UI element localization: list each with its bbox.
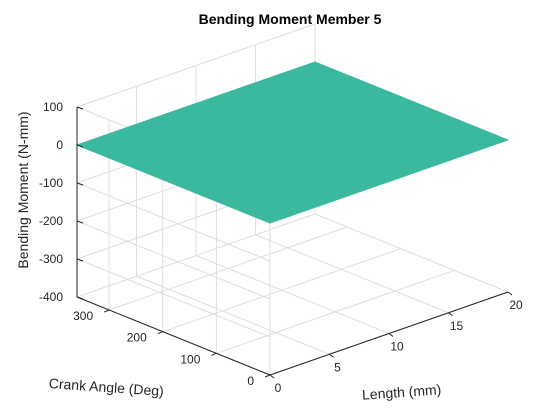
x-tick-label: 10 xyxy=(390,340,404,354)
x-tick-mark xyxy=(388,333,394,337)
wall-gridline-z xyxy=(76,23,316,108)
wall-gridline-z xyxy=(76,258,271,338)
y-tick-mark xyxy=(264,374,271,378)
x-tick-label: 20 xyxy=(509,298,523,312)
axis-layer xyxy=(76,106,513,379)
x-tick-mark xyxy=(329,353,334,358)
x-axis-label: Length (mm) xyxy=(362,381,442,402)
x-tick-label: 0 xyxy=(275,381,282,395)
z-tick-mark xyxy=(76,182,84,186)
floor-gridline-y xyxy=(216,269,455,354)
z-tick-mark xyxy=(76,144,84,148)
z-tick-label: -400 xyxy=(39,290,63,304)
y-axis-line xyxy=(76,296,271,376)
z-tick-label: 100 xyxy=(43,100,63,114)
z-tick-label: -300 xyxy=(39,252,63,266)
wall-gridline-z xyxy=(76,220,271,300)
x-tick-label: 15 xyxy=(450,319,464,333)
y-axis-label: Crank Angle (Deg) xyxy=(48,375,164,399)
z-tick-mark xyxy=(76,258,84,262)
z-tick-label: -100 xyxy=(39,176,63,190)
floor-gridline-x xyxy=(314,213,509,293)
y-tick-label: 100 xyxy=(180,352,200,366)
y-tick-mark xyxy=(103,309,110,313)
x-tick-mark xyxy=(507,291,513,296)
y-tick-label: 200 xyxy=(127,331,147,345)
wall-gridline-z xyxy=(76,182,271,262)
z-tick-label: -200 xyxy=(39,214,63,228)
floor-gridline-x xyxy=(255,234,449,314)
chart-title: Bending Moment Member 5 xyxy=(199,11,382,27)
y-tick-mark xyxy=(157,331,163,335)
surface-patch[interactable] xyxy=(75,61,510,224)
z-tick-mark xyxy=(76,296,84,300)
x-tick-mark xyxy=(269,374,275,379)
floor-gridline-x xyxy=(195,255,390,334)
x-tick-label: 5 xyxy=(334,360,341,374)
floor-gridline-x xyxy=(136,275,330,355)
z-axis-label: Bending Moment (N-mm) xyxy=(15,111,31,268)
y-tick-mark xyxy=(211,352,217,356)
y-tick-label: 300 xyxy=(73,309,93,323)
x-tick-mark xyxy=(448,312,453,317)
y-tick-label: 0 xyxy=(247,374,254,388)
floor-gridline-y xyxy=(162,248,401,333)
wall-gridline-z xyxy=(76,213,316,298)
z-tick-mark xyxy=(76,220,84,224)
floor-gridline-y xyxy=(109,226,348,311)
z-tick-label: 0 xyxy=(56,138,63,152)
z-tick-mark xyxy=(76,106,84,110)
surface-layer xyxy=(75,61,510,224)
